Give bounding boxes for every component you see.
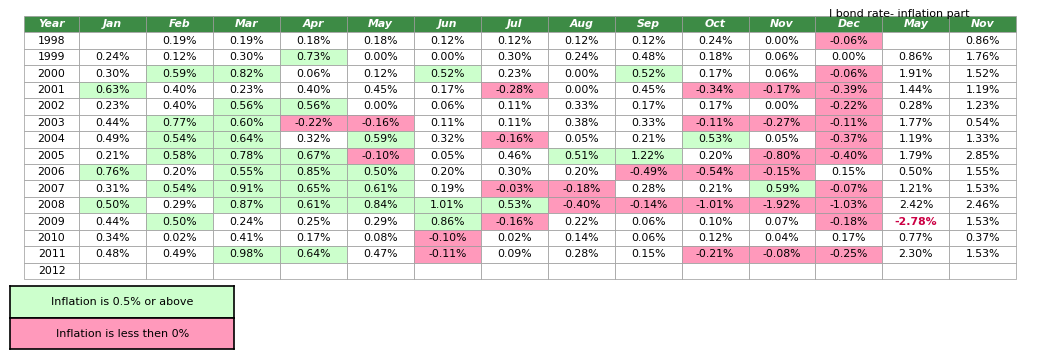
Text: Inflation is less then 0%: Inflation is less then 0% — [55, 329, 189, 339]
Text: I bond rate- inflation part: I bond rate- inflation part — [829, 9, 970, 19]
Text: Inflation is 0.5% or above: Inflation is 0.5% or above — [51, 297, 193, 307]
